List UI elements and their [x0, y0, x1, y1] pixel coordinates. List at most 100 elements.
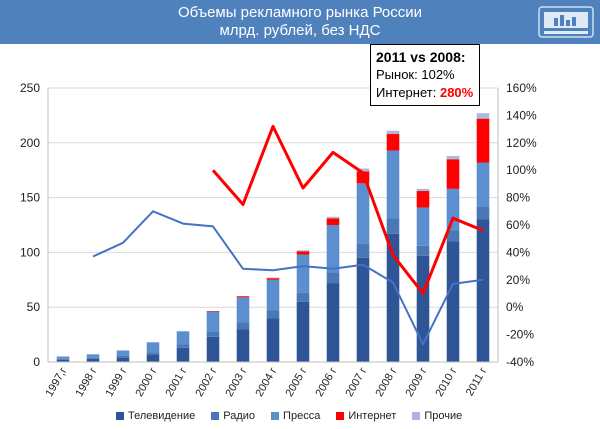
bar-segment	[446, 159, 460, 189]
y-right-tick-label: 120%	[506, 136, 537, 150]
bar-segment	[266, 318, 280, 362]
bar-segment	[116, 355, 130, 358]
x-tick-label: 2002 г	[193, 366, 219, 399]
bar-segment	[326, 218, 340, 225]
legend-item: Радио	[211, 410, 255, 422]
bar-segment	[296, 250, 310, 252]
y-right-tick-label: 160%	[506, 81, 537, 95]
bar-segment	[86, 358, 100, 362]
y-left-tick-label: 50	[27, 300, 41, 314]
x-tick-label: 2004 г	[253, 366, 279, 399]
comparison-callout: 2011 vs 2008: Рынок: 102% Интернет: 280%	[370, 44, 480, 106]
y-right-tick-label: 80%	[506, 191, 530, 205]
bar-segment	[446, 241, 460, 362]
x-tick-label: 1999 г	[103, 366, 129, 399]
bar-segment	[266, 277, 280, 279]
y-left-tick-label: 150	[20, 191, 40, 205]
bar-segment	[236, 322, 250, 330]
legend-swatch	[271, 412, 280, 420]
bar-segment	[236, 329, 250, 362]
bar-segment	[416, 245, 430, 256]
title-banner: Объемы рекламного рынка России млрд. руб…	[0, 0, 600, 44]
bar-segment	[296, 254, 310, 293]
legend-label: Радио	[223, 410, 256, 422]
bar-segment	[176, 347, 190, 362]
legend-label: Прочие	[424, 410, 463, 422]
legend-swatch	[336, 412, 345, 420]
bar-segment	[206, 311, 220, 332]
bar-segment	[386, 218, 400, 234]
stacked-bars	[56, 113, 490, 362]
bar-segment	[236, 297, 250, 323]
bar-segment	[116, 350, 130, 356]
bar-segment	[266, 279, 280, 311]
bar-segment	[476, 206, 490, 220]
internet-label: Интернет:	[376, 85, 437, 100]
y-right-tick-label: 100%	[506, 163, 537, 177]
bar-segment	[296, 251, 310, 255]
x-tick-label: 1998 г	[73, 366, 99, 399]
callout-title: 2011 vs 2008:	[376, 49, 466, 65]
bar-segment	[86, 354, 100, 358]
y-right-tick-label: 0%	[506, 300, 524, 314]
y-right-tick-label: -20%	[506, 328, 534, 342]
legend-swatch	[211, 412, 220, 420]
bar-segment	[296, 301, 310, 362]
bar-segment	[356, 183, 370, 244]
bar-segment	[146, 342, 160, 353]
bar-segment	[356, 168, 370, 172]
bar-segment	[146, 352, 160, 355]
bar-segment	[86, 357, 100, 359]
bar-segment	[446, 155, 460, 160]
legend-swatch	[116, 412, 124, 420]
bar-segment	[176, 344, 190, 348]
chart-legend: Телевидение Радио Пресса Интернет Прочие	[116, 408, 462, 424]
y-right-tick-label: 40%	[506, 245, 530, 259]
x-tick-label: 2009 г	[403, 366, 429, 399]
y-left-tick-label: 100	[20, 245, 40, 259]
bar-segment	[386, 150, 400, 219]
chart-title: Объемы рекламного рынка России	[177, 4, 423, 21]
chart-subtitle: млрд. рублей, без НДС	[219, 22, 381, 39]
y-left-tick-label: 250	[20, 81, 40, 95]
legend-item: Интернет	[336, 410, 396, 422]
bar-segment	[206, 331, 220, 337]
y-right-tick-label: 20%	[506, 273, 530, 287]
growth-lines	[92, 124, 484, 346]
bar-segment	[116, 357, 130, 362]
legend-label: Пресса	[283, 410, 321, 422]
bar-segment	[206, 311, 220, 312]
legend-swatch	[412, 412, 421, 420]
x-tick-label: 2010 г	[433, 366, 459, 399]
growth-line	[211, 124, 484, 295]
market-label: Рынок:	[376, 67, 418, 82]
x-tick-label: 2000 г	[133, 366, 159, 399]
bar-segment	[236, 296, 250, 298]
x-tick-label: 1997,г	[43, 366, 69, 399]
bar-segment	[386, 130, 400, 135]
bar-segment	[326, 225, 340, 273]
bar-segment	[476, 113, 490, 119]
bar-segment	[266, 310, 280, 319]
bar-segment	[416, 207, 430, 246]
bar-segment	[206, 336, 220, 362]
bar-segment	[326, 283, 340, 362]
bar-segment	[176, 331, 190, 345]
bar-segment	[146, 354, 160, 362]
bar-segment	[326, 216, 340, 219]
bar-segment	[416, 191, 430, 208]
y-left-tick-label: 0	[33, 355, 40, 369]
bar-segment	[266, 278, 280, 280]
y-right-tick-label: -40%	[506, 355, 534, 369]
x-tick-label: 2007 г	[343, 366, 369, 399]
bar-segment	[296, 292, 310, 302]
bar-segment	[446, 230, 460, 242]
bar-segment	[416, 188, 430, 192]
legend-item: Прочие	[412, 410, 462, 422]
bar-segment	[56, 358, 70, 360]
x-tick-label: 2006 г	[313, 366, 339, 399]
y-left-tick-label: 200	[20, 136, 40, 150]
x-tick-label: 2011 г	[464, 366, 490, 399]
y-right-tick-label: 140%	[506, 108, 537, 122]
